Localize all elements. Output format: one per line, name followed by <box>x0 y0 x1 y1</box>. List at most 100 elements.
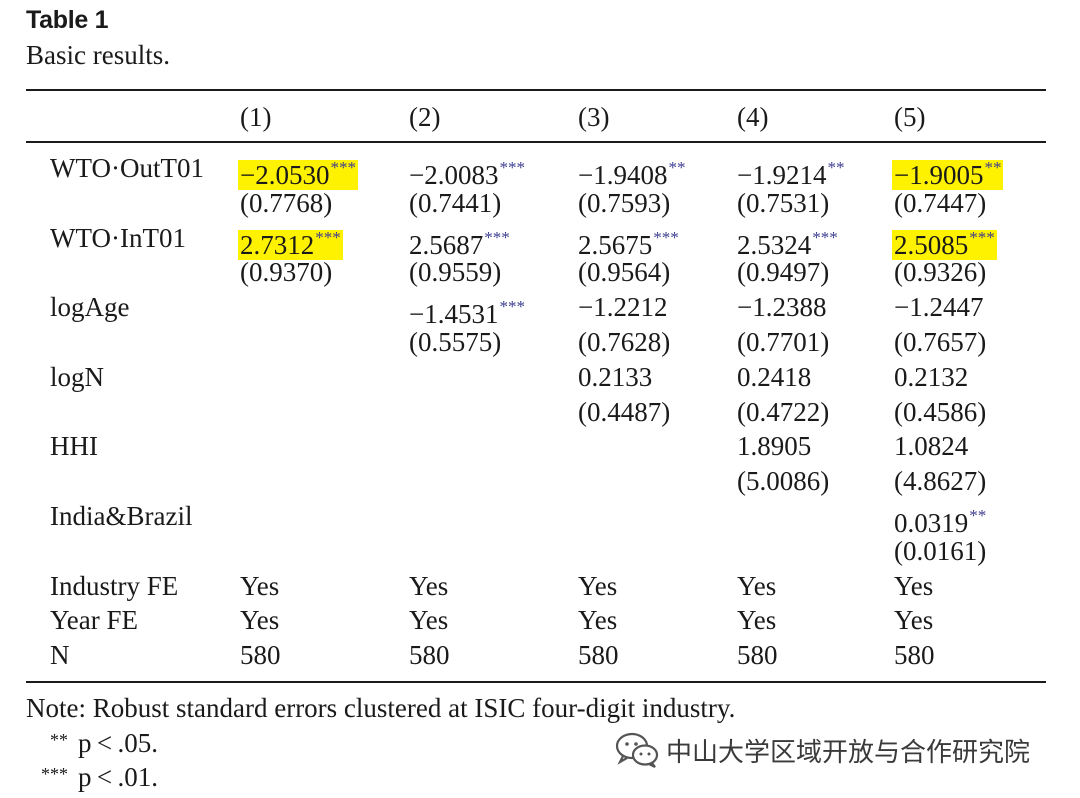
coefficient-number: 1.0824 <box>894 431 969 462</box>
coefficient-number: 0.2132 <box>894 361 969 392</box>
coefficient-cell: 0.2133 <box>578 360 652 394</box>
watermark: 中山大学区域开放与合作研究院 <box>614 730 1030 770</box>
standard-error-cell: (0.5575) <box>409 327 502 357</box>
standard-error-cell: (0.7701) <box>737 327 830 357</box>
coefficient-value: −1.2388 <box>737 292 826 322</box>
wechat-icon <box>615 732 659 768</box>
significance-stars: ** <box>827 158 845 177</box>
row-label: Year FE <box>50 605 139 636</box>
significance-stars: *** <box>499 297 525 317</box>
coefficient-number: −1.9214 <box>737 160 827 190</box>
standard-error-cell: (0.7531) <box>737 187 830 218</box>
coefficient-value: 2.5675*** <box>578 227 679 260</box>
coefficient-number: −1.9005 <box>894 160 984 190</box>
coefficient-value: −1.9214** <box>737 158 845 190</box>
footer-cell: Yes <box>894 570 934 601</box>
footer-cell: 580 <box>578 640 619 671</box>
footer-cell: 580 <box>737 640 778 671</box>
sig-mark: ** <box>50 730 68 750</box>
header-rule <box>26 141 1046 143</box>
coefficient-number: −2.0083 <box>409 160 499 190</box>
coefficient-cell: 0.2418 <box>737 360 811 394</box>
standard-error-cell: (0.4487) <box>578 396 671 427</box>
footer-cell: 580 <box>240 640 281 671</box>
row-label: logN <box>50 361 104 392</box>
significance-stars: ** <box>969 506 987 525</box>
coefficient-number: 2.5675 <box>578 229 653 260</box>
significance-stars: ** <box>984 158 1002 177</box>
footer-cell: 580 <box>409 640 450 671</box>
standard-error-cell: (0.4722) <box>737 396 830 427</box>
coefficient-number: 2.5687 <box>409 229 484 260</box>
coefficient-cell: −2.0083*** <box>409 151 525 192</box>
standard-error-cell: (0.7447) <box>894 187 987 218</box>
coefficient-number: −2.0530 <box>240 160 330 190</box>
bottom-rule <box>26 681 1046 683</box>
coefficient-number: 1.8905 <box>737 431 812 462</box>
significance-stars: *** <box>499 158 525 177</box>
standard-error-cell: (0.7593) <box>578 187 671 218</box>
coefficient-number: 2.7312 <box>240 229 315 260</box>
coefficient-value: −1.2212 <box>578 292 667 322</box>
sig-mark: *** <box>41 764 68 784</box>
row-label: HHI <box>50 431 98 462</box>
coefficient-cell: 0.0319** <box>894 499 986 540</box>
coefficient-number: 0.0319 <box>894 508 969 538</box>
coefficient-cell: −1.9005** <box>892 151 1004 192</box>
sig-text: p < .05. <box>78 728 159 758</box>
coefficient-number: −1.2388 <box>737 292 827 323</box>
row-label: India&Brazil <box>50 501 193 531</box>
standard-error-cell: (0.7441) <box>409 187 502 218</box>
significance-stars: *** <box>330 158 356 177</box>
coefficient-cell: 2.7312*** <box>238 221 343 262</box>
coefficient-cell: −1.2447 <box>894 290 983 324</box>
coefficient-number: 2.5324 <box>737 229 812 260</box>
coefficient-cell: −1.9214** <box>737 151 844 192</box>
footer-cell: Yes <box>737 570 777 601</box>
standard-error-cell: (0.9326) <box>894 257 987 288</box>
significance-stars: *** <box>653 227 679 247</box>
coefficient-number: 0.2133 <box>578 361 653 392</box>
column-header: (3) <box>578 102 610 132</box>
coefficient-cell: −2.0530*** <box>238 151 358 192</box>
coefficient-value: −2.0083*** <box>409 158 525 190</box>
coefficient-number: −1.4531 <box>409 299 499 330</box>
top-rule <box>26 89 1046 91</box>
column-header: (5) <box>894 102 926 132</box>
coefficient-cell: 1.8905 <box>737 429 811 463</box>
significance-stars: *** <box>812 227 838 247</box>
standard-error-cell: (0.0161) <box>894 535 987 566</box>
coefficient-value: 2.5324*** <box>737 227 838 260</box>
row-label: WTO·OutT01 <box>50 153 204 183</box>
coefficient-value: −1.2447 <box>894 292 983 322</box>
coefficient-value: 2.5085*** <box>892 227 997 260</box>
standard-error-cell: (4.8627) <box>894 466 987 497</box>
column-header: (2) <box>409 102 441 132</box>
footer-cell: Yes <box>737 605 777 636</box>
coefficient-number: 0.2418 <box>737 361 812 392</box>
coefficient-cell: −1.2388 <box>737 290 826 324</box>
sig-text: p < .01. <box>78 762 159 792</box>
coefficient-cell: 2.5085*** <box>892 221 997 262</box>
footer-cell: Yes <box>240 570 280 601</box>
coefficient-value: 0.2418 <box>737 362 811 392</box>
coefficient-cell: 0.2132 <box>894 360 968 394</box>
row-label: Industry FE <box>50 570 179 601</box>
coefficient-value: −2.0530*** <box>238 158 358 190</box>
significance-stars: *** <box>315 227 341 247</box>
standard-error-cell: (0.9559) <box>409 257 502 288</box>
table-title: Table 1 <box>26 6 109 34</box>
standard-error-cell: (0.9497) <box>737 257 830 288</box>
standard-error-cell: (5.0086) <box>737 466 830 497</box>
footer-cell: 580 <box>894 640 935 671</box>
significance-stars: *** <box>969 227 995 247</box>
column-header: (1) <box>240 102 272 132</box>
coefficient-value: −1.9408** <box>578 158 685 190</box>
coefficient-value: 0.2133 <box>578 362 652 392</box>
coefficient-value: 2.5687*** <box>409 228 510 260</box>
coefficient-number: 2.5085 <box>894 229 969 260</box>
coefficient-value: −1.4531*** <box>409 297 525 330</box>
coefficient-cell: 2.5675*** <box>578 221 679 262</box>
table-subtitle: Basic results. <box>26 40 170 70</box>
coefficient-number: −1.2447 <box>894 292 984 323</box>
